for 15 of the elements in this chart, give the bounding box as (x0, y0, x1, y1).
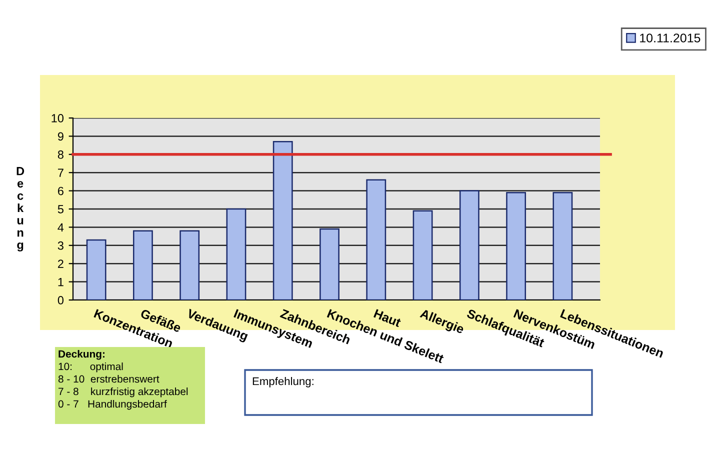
text: Empfehlung: (252, 377, 314, 388)
y-axis-title: Deckung (16, 167, 24, 252)
y-tick-label: 5 (58, 205, 64, 214)
legend-label: 10.11.2015 (640, 34, 700, 42)
y-tick-label: 2 (58, 260, 64, 268)
y-tick-label: 3 (58, 241, 64, 250)
y-tick-label: 4 (58, 223, 64, 232)
y-tick-label: 6 (58, 186, 64, 196)
y-tick-label: 8 (58, 150, 64, 159)
y-tick-label: 9 (58, 132, 64, 141)
y-tick-label: 1 (58, 278, 64, 286)
y-tick-label: 0 (58, 296, 64, 304)
y-tick-label: 7 (58, 168, 64, 177)
y-tick-label: 10 (52, 114, 64, 122)
text: Deckung: 10: optimal 8 - 10 erstrebenswert 7 - 8 kurzfristig akzeptabel 0 - 7 Handlungsbedarf (58, 350, 188, 410)
